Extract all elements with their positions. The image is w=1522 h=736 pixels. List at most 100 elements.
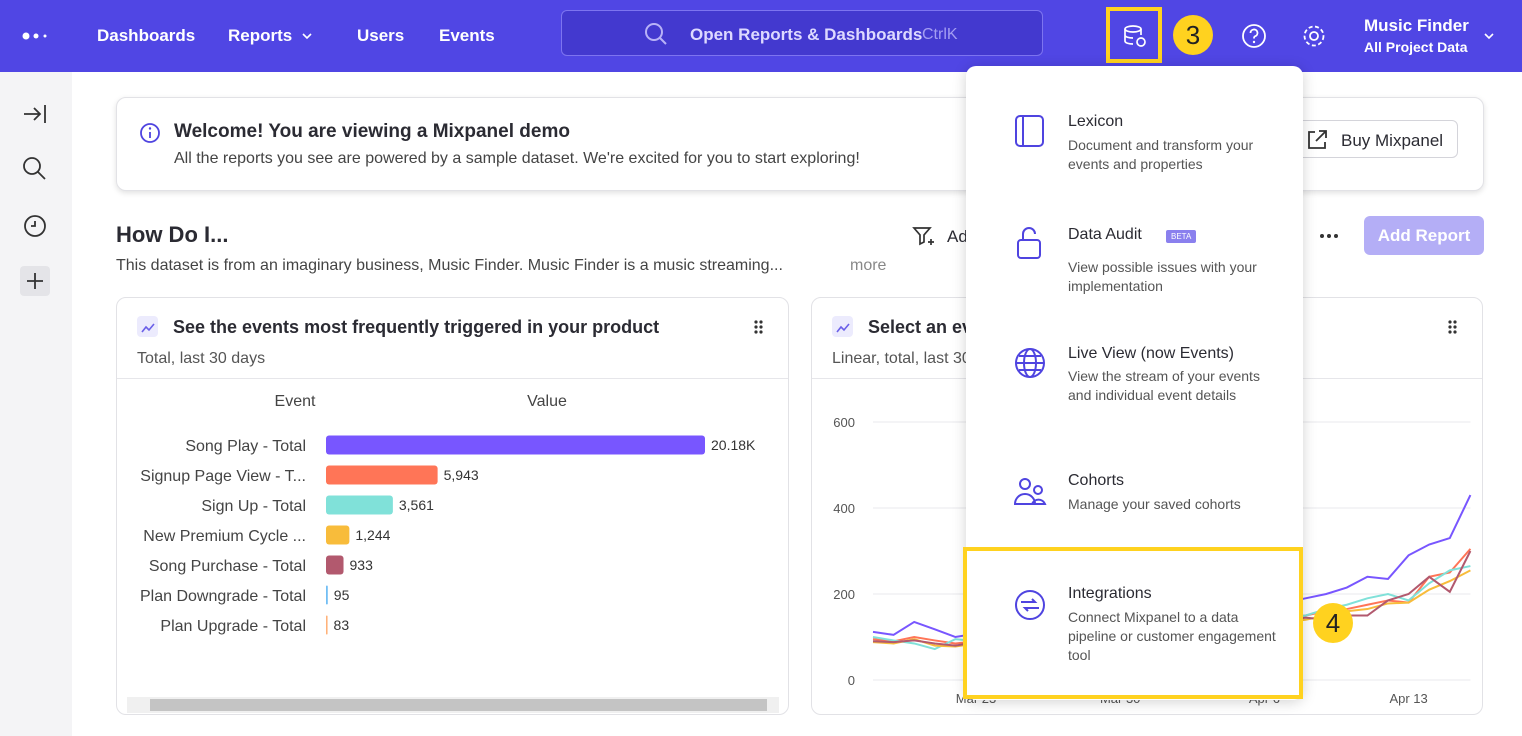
drag-handle: [1453, 320, 1457, 324]
menu-item-description: Connect Mixpanel to a data pipeline or c…: [1068, 609, 1276, 663]
filter-icon: [912, 227, 934, 246]
audit-icon: [1017, 227, 1041, 259]
menu-item-description: View possible issues with your implement…: [1068, 259, 1257, 294]
drag-handle: [1453, 330, 1457, 334]
event-label: Plan Downgrade - Total: [140, 588, 306, 605]
menu-item-title[interactable]: Data Audit: [1068, 226, 1142, 243]
section-description: This dataset is from an imaginary busine…: [116, 257, 783, 274]
menu-item-title[interactable]: Integrations: [1068, 585, 1152, 602]
lexicon-icon: [1015, 115, 1044, 147]
drag-handle: [759, 325, 763, 329]
divider: [117, 378, 788, 379]
scrollbar[interactable]: [127, 697, 779, 713]
drag-handle: [1448, 325, 1452, 329]
y-tick-label: 0: [848, 673, 855, 688]
drag-handle: [754, 320, 758, 324]
highlight-box: [963, 547, 1303, 699]
value-label: 95: [334, 587, 350, 603]
help-icon[interactable]: [1241, 23, 1267, 49]
drag-handle: [759, 330, 763, 334]
value-label: 1,244: [355, 527, 390, 543]
menu-item-title[interactable]: Lexicon: [1068, 113, 1124, 130]
nav-link[interactable]: Dashboards: [97, 26, 196, 45]
card-subtitle: Linear, total, last 30 days: [832, 350, 1009, 367]
value-label: 5,943: [444, 467, 479, 483]
chevron: [302, 33, 312, 40]
nav-link[interactable]: Events: [439, 26, 495, 45]
drag-handle: [759, 320, 763, 324]
bar: [326, 585, 328, 605]
chevron: [1484, 33, 1494, 40]
search-icon[interactable]: [22, 156, 48, 182]
menu-item-title[interactable]: Cohorts: [1068, 472, 1125, 489]
bar: [326, 495, 393, 515]
event-label: Song Play - Total: [185, 438, 306, 455]
chart-icon-glyph: [141, 323, 155, 333]
highlight-box[interactable]: [1106, 7, 1162, 63]
search-shortcut: CtrlK: [922, 26, 958, 43]
drag-handle: [1448, 330, 1452, 334]
settings-icon[interactable]: [1301, 23, 1327, 49]
drag-handle: [754, 330, 758, 334]
event-label: Plan Upgrade - Total: [160, 618, 306, 635]
value-header: Value: [527, 393, 567, 410]
event-label: Signup Page View - T...: [140, 468, 306, 485]
cohorts-icon: [1013, 478, 1047, 505]
event-label: New Premium Cycle ...: [143, 528, 306, 545]
menu-item-description: Document and transform your events and p…: [1068, 137, 1254, 172]
logo: [22, 32, 47, 40]
step-badge: 3: [1173, 15, 1213, 55]
add-button[interactable]: [20, 266, 50, 296]
expand-icon[interactable]: [22, 102, 48, 126]
event-label: Song Purchase - Total: [149, 558, 306, 575]
search-icon: [645, 23, 667, 45]
bar: [326, 615, 328, 635]
chart-icon: [832, 316, 853, 337]
value-label: 20.18K: [711, 437, 756, 453]
x-tick-label: Apr 13: [1389, 691, 1427, 706]
menu-item-description: View the stream of your events and indiv…: [1068, 368, 1260, 403]
dropdown-menu: Lexicon Document and transform your even…: [966, 66, 1303, 700]
plus-icon: [27, 273, 43, 289]
menu-item-title[interactable]: Live View (now Events): [1068, 345, 1234, 362]
bar: [326, 525, 350, 545]
search-placeholder: Open Reports & Dashboards: [690, 25, 923, 44]
events-card: [116, 297, 789, 715]
drag-handle: [1448, 320, 1452, 324]
value-label: 3,561: [399, 497, 434, 513]
beta-badge: BETA: [1166, 230, 1197, 243]
live-icon: [1015, 348, 1045, 378]
bar: [326, 465, 438, 485]
card-title: See the events most frequently triggered…: [173, 317, 659, 337]
drag-handle: [1453, 325, 1457, 329]
buy-label: Buy Mixpanel: [1341, 131, 1444, 150]
drag-handle: [754, 325, 758, 329]
nav-link[interactable]: Reports: [228, 26, 293, 45]
integrations-icon: [1015, 590, 1045, 620]
data-icon: [1124, 25, 1146, 47]
chart-icon: [137, 316, 158, 337]
event-header: Event: [275, 393, 316, 410]
nav-link[interactable]: Users: [357, 26, 405, 45]
event-label: Sign Up - Total: [201, 498, 306, 515]
search-box[interactable]: Open Reports & Dashboards CtrlK: [561, 10, 1043, 56]
card-subtitle: Total, last 30 days: [137, 350, 265, 367]
history-icon[interactable]: [23, 214, 47, 238]
scroll-thumb[interactable]: [150, 699, 767, 711]
bar: [326, 435, 705, 455]
project-name[interactable]: Music Finder: [1364, 16, 1469, 35]
more-link[interactable]: more: [850, 257, 887, 274]
more-icon[interactable]: [1318, 232, 1340, 240]
y-tick-label: 200: [833, 587, 855, 602]
bar: [326, 555, 344, 575]
info-icon: [140, 123, 160, 143]
menu-item-description: Manage your saved cohorts: [1068, 496, 1241, 512]
value-label: 83: [334, 617, 350, 633]
top-nav: Dashboards Reports Users Events Open Rep…: [0, 0, 1522, 72]
chart-icon-glyph: [836, 323, 850, 333]
sidebar: [0, 72, 72, 736]
add-report-button[interactable]: Add Report: [1364, 216, 1484, 255]
external-icon: [1308, 130, 1327, 149]
